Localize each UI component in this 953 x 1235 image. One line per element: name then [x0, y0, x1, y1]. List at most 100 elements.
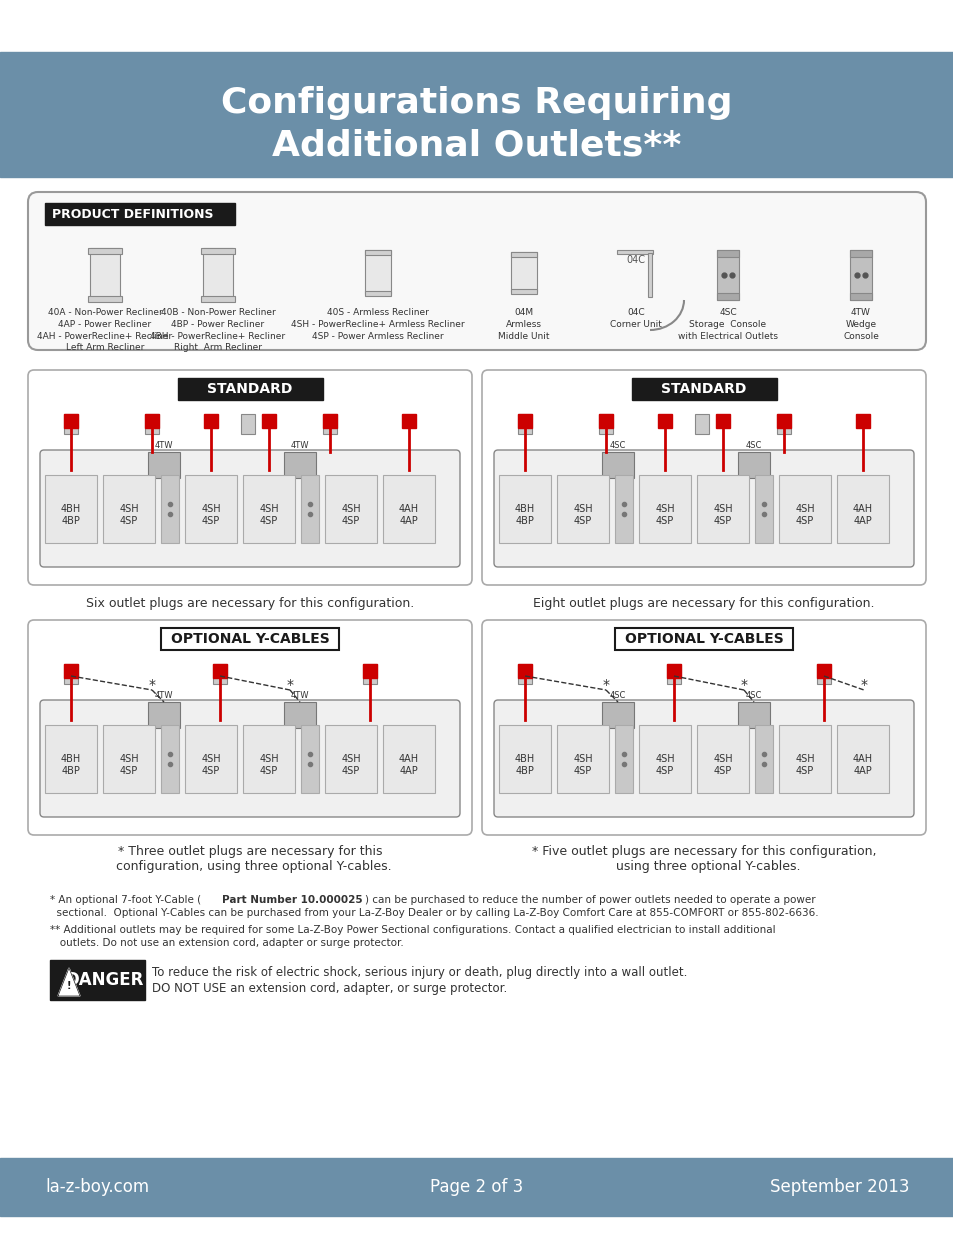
Text: 4SH
4SP: 4SH 4SP	[259, 753, 278, 777]
Text: * Three outlet plugs are necessary for this
  configuration, using three optiona: * Three outlet plugs are necessary for t…	[108, 845, 392, 873]
Text: outlets. Do not use an extension cord, adapter or surge protector.: outlets. Do not use an extension cord, a…	[50, 939, 403, 948]
Bar	[511, 289, 537, 294]
Text: 40S - Armless Recliner
4SH - PowerRecline+ Armless Recliner
4SP - Power Armless : 40S - Armless Recliner 4SH - PowerReclin…	[291, 308, 464, 341]
Bar	[284, 452, 315, 478]
Text: 4TW: 4TW	[154, 441, 173, 450]
Text: 4TW
Wedge
Console: 4TW Wedge Console	[842, 308, 878, 341]
Text: DO NOT USE an extension cord, adapter, or surge protector.: DO NOT USE an extension cord, adapter, o…	[152, 982, 507, 995]
Bar	[717, 249, 739, 257]
Bar	[666, 664, 680, 684]
Bar	[639, 475, 690, 543]
Bar	[301, 725, 318, 793]
FancyBboxPatch shape	[481, 370, 925, 585]
Bar	[213, 664, 227, 684]
Text: *: *	[602, 678, 609, 692]
Bar	[517, 414, 532, 433]
Bar	[323, 414, 336, 433]
Bar	[511, 252, 537, 291]
Text: 4SC: 4SC	[609, 441, 625, 450]
Bar	[601, 701, 634, 727]
Bar	[145, 414, 159, 433]
Bar	[498, 725, 551, 793]
Bar	[779, 725, 830, 793]
Bar	[365, 249, 391, 254]
Bar	[836, 475, 888, 543]
Text: To reduce the risk of electric shock, serious injury or death, plug directly int: To reduce the risk of electric shock, se…	[152, 966, 687, 979]
Text: 4SH
4SP: 4SH 4SP	[573, 504, 592, 526]
Bar	[816, 664, 830, 684]
Bar	[45, 725, 97, 793]
Bar	[148, 452, 180, 478]
Bar	[161, 725, 179, 793]
Bar	[849, 249, 871, 257]
Bar	[145, 414, 159, 429]
FancyBboxPatch shape	[494, 450, 913, 567]
Bar	[301, 475, 318, 543]
Bar	[161, 475, 179, 543]
Bar	[779, 475, 830, 543]
Text: 4SH
4SP: 4SH 4SP	[119, 504, 139, 526]
Text: 4SH
4SP: 4SH 4SP	[341, 504, 360, 526]
Bar	[90, 248, 120, 298]
Bar	[517, 664, 532, 678]
Bar	[148, 701, 180, 727]
Bar	[103, 725, 154, 793]
Text: DANGER: DANGER	[66, 971, 144, 989]
Bar	[50, 960, 145, 1000]
Bar	[401, 414, 416, 429]
Text: 4SC: 4SC	[745, 441, 761, 450]
Bar	[658, 414, 671, 429]
Bar	[262, 414, 275, 429]
Bar	[717, 293, 739, 300]
Text: Eight outlet plugs are necessary for this configuration.: Eight outlet plugs are necessary for thi…	[533, 597, 874, 610]
Text: ) can be purchased to reduce the number of power outlets needed to operate a pow: ) can be purchased to reduce the number …	[365, 895, 815, 905]
Bar	[754, 725, 772, 793]
Text: 4SC
Storage  Console
with Electrical Outlets: 4SC Storage Console with Electrical Outl…	[678, 308, 778, 341]
Bar	[776, 414, 790, 433]
Bar	[598, 414, 613, 433]
Bar	[241, 414, 254, 433]
Bar	[45, 203, 234, 225]
Text: 4SH
4SP: 4SH 4SP	[795, 753, 814, 777]
Bar	[284, 701, 315, 727]
Text: 4SC: 4SC	[609, 692, 625, 700]
Bar	[213, 664, 227, 678]
Bar	[363, 664, 376, 684]
Bar	[601, 452, 634, 478]
Bar	[161, 629, 338, 650]
Bar	[849, 293, 871, 300]
Bar	[323, 414, 336, 429]
Bar	[382, 725, 435, 793]
Text: OPTIONAL Y-CABLES: OPTIONAL Y-CABLES	[171, 632, 329, 646]
Text: ** Additional outlets may be required for some La-Z-Boy Power Sectional configur: ** Additional outlets may be required fo…	[50, 925, 775, 935]
Bar	[557, 725, 608, 793]
Bar	[716, 414, 729, 429]
Text: 4AH
4AP: 4AH 4AP	[852, 753, 872, 777]
Bar	[365, 291, 391, 296]
Bar	[365, 249, 391, 294]
Bar	[88, 248, 122, 254]
Bar	[666, 664, 680, 678]
Text: *: *	[286, 678, 294, 692]
Bar	[849, 249, 871, 300]
Bar	[64, 664, 78, 684]
Text: 4AH
4AP: 4AH 4AP	[852, 504, 872, 526]
Bar	[201, 296, 234, 303]
Text: 4SH
4SP: 4SH 4SP	[259, 504, 278, 526]
Text: 4BH
4BP: 4BH 4BP	[515, 504, 535, 526]
Bar	[103, 475, 154, 543]
Bar	[498, 475, 551, 543]
Text: 4SH
4SP: 4SH 4SP	[573, 753, 592, 777]
Text: STANDARD: STANDARD	[660, 382, 746, 396]
FancyBboxPatch shape	[40, 700, 459, 818]
Text: 4TW: 4TW	[291, 441, 309, 450]
Text: 04C: 04C	[626, 254, 645, 266]
Text: 4BH
4BP: 4BH 4BP	[515, 753, 535, 777]
Text: 4SH
4SP: 4SH 4SP	[655, 753, 674, 777]
Text: * An optional 7-foot Y-Cable (: * An optional 7-foot Y-Cable (	[50, 895, 201, 905]
Bar	[325, 725, 376, 793]
Text: 40B - Non-Power Recliner
4BP - Power Recliner
4BH - PowerRecline+ Recliner
Right: 40B - Non-Power Recliner 4BP - Power Rec…	[151, 308, 285, 352]
Text: OPTIONAL Y-CABLES: OPTIONAL Y-CABLES	[624, 632, 782, 646]
Text: 4SH
4SP: 4SH 4SP	[201, 504, 220, 526]
Text: Part Number 10.000025: Part Number 10.000025	[222, 895, 362, 905]
